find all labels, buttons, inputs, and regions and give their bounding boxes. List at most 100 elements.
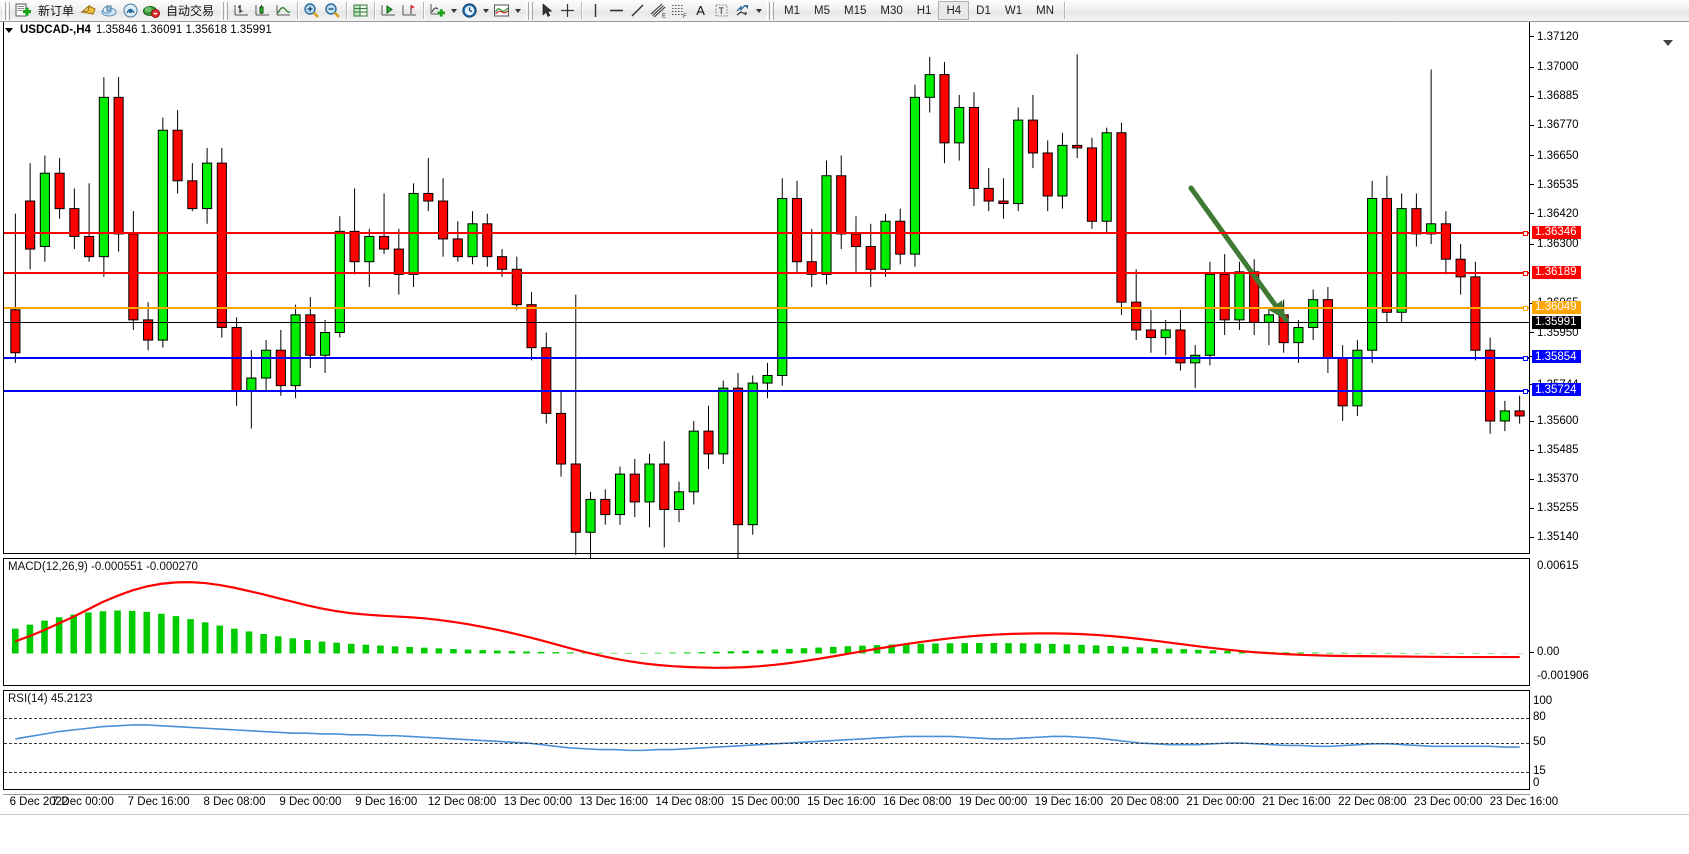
price-tick-label: 1.35370 — [1537, 473, 1579, 486]
text-label-icon[interactable]: A — [690, 1, 711, 21]
toolbar-grip[interactable] — [3, 1, 10, 20]
price-tag-support-1[interactable]: 1.35854 — [1532, 350, 1581, 364]
rsi-axis[interactable]: 100 80 50 15 0 — [1530, 690, 1689, 790]
tick-mark — [1530, 420, 1534, 422]
timeframe-w1[interactable]: W1 — [1004, 4, 1023, 17]
symbol-name: USDCAD-,H4 — [20, 24, 91, 36]
toolbar-separator-4 — [423, 2, 425, 19]
fibonacci-retracement-icon[interactable]: F — [669, 1, 690, 21]
chart-shift-icon[interactable] — [399, 1, 420, 21]
add-indicator-icon[interactable] — [427, 1, 448, 21]
new-order-label[interactable]: 新订单 — [38, 4, 75, 18]
vertical-line-icon[interactable] — [585, 1, 606, 21]
rsi-tick-label: 50 — [1533, 736, 1546, 748]
templates-dropdown-icon[interactable] — [512, 1, 523, 21]
arrows-icon[interactable] — [732, 1, 753, 21]
price-tag-support-2[interactable]: 1.35724 — [1532, 383, 1581, 397]
level-handle[interactable] — [1523, 271, 1528, 277]
templates-icon[interactable] — [491, 1, 512, 21]
rsi-pane[interactable]: RSI(14) 45.2123 — [3, 690, 1530, 790]
timeframe-h4[interactable]: H4 — [938, 1, 970, 20]
price-tick-label: 1.36300 — [1537, 238, 1579, 250]
price-tag-resistance-1[interactable]: 1.36346 — [1532, 225, 1581, 239]
level-line-resistance-1[interactable] — [4, 231, 1529, 237]
level-handle[interactable] — [1523, 231, 1528, 237]
rsi-tick-label: 80 — [1533, 711, 1546, 724]
price-tick: 1.37000 — [1530, 61, 1579, 74]
chart-annotations[interactable] — [4, 22, 1529, 552]
timeframe-m1[interactable]: M1 — [784, 4, 801, 17]
arrows-dropdown-icon[interactable] — [753, 1, 764, 21]
level-line-pivot[interactable] — [4, 306, 1529, 312]
autotrading-label[interactable]: 自动交易 — [166, 4, 215, 18]
autotrading-icon[interactable] — [141, 1, 162, 21]
timeframe-mn[interactable]: MN — [1036, 4, 1054, 17]
tick-mark — [1530, 184, 1534, 186]
price-pane[interactable] — [3, 22, 1530, 563]
crosshair-icon[interactable] — [557, 1, 578, 21]
time-tick-label: 23 Dec 00:00 — [1413, 796, 1483, 808]
signals-icon[interactable] — [120, 1, 141, 21]
level-line-current-price[interactable] — [4, 322, 1529, 324]
tick-mark — [1530, 155, 1534, 156]
price-tick: 1.36300 — [1530, 238, 1579, 251]
time-tick-label: 21 Dec 00:00 — [1186, 796, 1255, 808]
price-tick-label: 1.35485 — [1537, 444, 1579, 457]
data-window-icon[interactable] — [350, 1, 371, 21]
equidistant-channel-icon[interactable]: E — [648, 1, 669, 21]
time-tick-label: 12 Dec 08:00 — [427, 796, 497, 808]
level-handle[interactable] — [1523, 355, 1528, 361]
tick-mark — [1530, 651, 1534, 653]
zoom-in-icon[interactable] — [301, 1, 322, 21]
toolbar-grip-3[interactable] — [526, 1, 534, 20]
toolbar-separator-1 — [297, 2, 299, 19]
toolbar-grip-2[interactable] — [221, 1, 229, 20]
price-tag-pivot[interactable]: 1.36049 — [1532, 300, 1581, 314]
macd-pane[interactable]: MACD(12,26,9) -0.000551 -0.000270 — [3, 558, 1530, 686]
cursor-icon[interactable] — [536, 1, 557, 21]
period-clock-icon[interactable] — [459, 1, 480, 21]
toolbar-grip-4[interactable] — [767, 1, 775, 20]
level-line-resistance-2[interactable] — [4, 271, 1529, 277]
toolbar-separator-2 — [346, 2, 348, 19]
tick-mark — [1530, 213, 1534, 215]
level-handle[interactable] — [1523, 388, 1528, 394]
trendline-icon[interactable] — [627, 1, 648, 21]
bar-chart-icon[interactable] — [231, 1, 252, 21]
timeframe-m5[interactable]: M5 — [814, 4, 830, 17]
tick-mark — [1530, 66, 1534, 68]
horizontal-line-icon[interactable] — [606, 1, 627, 21]
rsi-guide-15 — [4, 771, 1529, 773]
add-indicator-dropdown-icon[interactable] — [448, 1, 459, 21]
price-axis[interactable]: 1.37120 1.37000 1.36885 1.36770 1.36650 1.365… — [1530, 22, 1689, 554]
zoom-out-icon[interactable] — [322, 1, 343, 21]
line-chart-icon[interactable] — [273, 1, 294, 21]
time-axis[interactable]: 6 Dec 2022 7 Dec 00:00 7 Dec 16:00 8 Dec 08… — [3, 794, 1558, 811]
price-tick: 1.36650 — [1530, 149, 1579, 162]
scroll-down-caret-icon[interactable] — [1663, 40, 1673, 46]
timeframe-h1[interactable]: H1 — [916, 4, 932, 17]
level-handle[interactable] — [1523, 306, 1528, 312]
text-box-icon[interactable]: T — [711, 1, 732, 21]
level-line-support-2[interactable] — [4, 388, 1529, 394]
timeframe-m15[interactable]: M15 — [844, 4, 867, 17]
price-tick: 1.35600 — [1530, 415, 1579, 428]
macd-axis[interactable]: 0.00615 0.00 -0.001906 — [1530, 558, 1689, 686]
price-tag-resistance-2[interactable]: 1.36189 — [1532, 265, 1581, 279]
toolbar-separator-6 — [1064, 2, 1065, 19]
price-tag-current-price[interactable]: 1.35991 — [1532, 315, 1581, 329]
tick-mark — [1530, 507, 1534, 509]
time-tick-label: 9 Dec 00:00 — [279, 796, 342, 808]
chart-menu-caret-icon[interactable] — [5, 27, 13, 33]
period-dropdown-icon[interactable] — [480, 1, 491, 21]
candlestick-chart-icon[interactable] — [252, 1, 273, 21]
timeframe-m30[interactable]: M30 — [880, 4, 903, 17]
time-tick-label: 16 Dec 08:00 — [882, 796, 952, 808]
history-icon[interactable] — [78, 1, 99, 21]
cloud-icon[interactable] — [99, 1, 120, 21]
level-line-support-1[interactable] — [4, 355, 1529, 361]
timeframe-d1[interactable]: D1 — [976, 4, 991, 17]
macd-label: MACD(12,26,9) -0.000551 -0.000270 — [8, 561, 198, 573]
auto-scroll-icon[interactable] — [378, 1, 399, 21]
new-order-icon[interactable] — [13, 1, 34, 21]
